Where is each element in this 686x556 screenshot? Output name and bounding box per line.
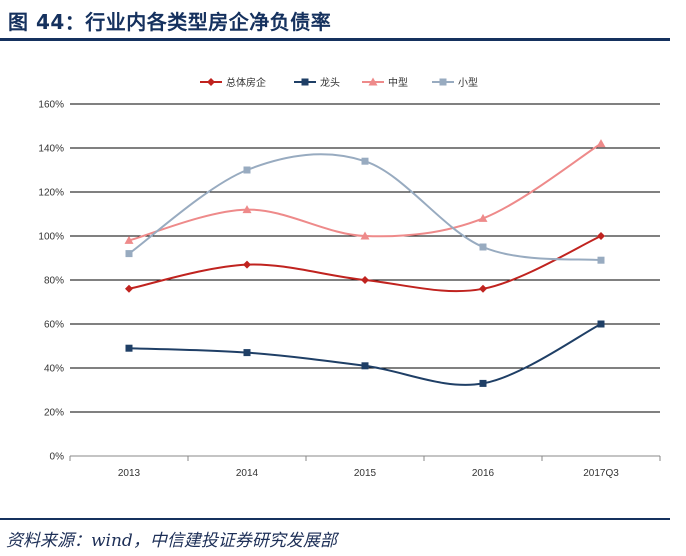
data-point xyxy=(125,344,133,352)
x-tick-label: 2014 xyxy=(236,468,259,479)
data-point xyxy=(360,231,370,240)
x-axis: 2013 2014 2015 2016 2017Q3 xyxy=(69,456,661,479)
data-point xyxy=(597,232,605,240)
title-rule xyxy=(0,38,670,41)
legend-label: 中型 xyxy=(388,76,408,89)
y-tick-label: 100% xyxy=(38,232,64,243)
data-point xyxy=(243,166,251,174)
data-point xyxy=(479,379,487,387)
legend: 总体房企 龙头 中型 小型 xyxy=(200,76,478,89)
data-point xyxy=(243,349,251,357)
y-tick-label: 20% xyxy=(44,408,64,419)
data-point xyxy=(596,139,606,148)
x-tick-label: 2017Q3 xyxy=(583,468,619,479)
data-point xyxy=(125,250,133,258)
data-point xyxy=(124,235,134,244)
y-tick-label: 160% xyxy=(38,100,64,111)
data-point xyxy=(361,362,369,370)
series-lines xyxy=(124,139,606,387)
source-rule xyxy=(0,518,670,520)
y-tick-label: 120% xyxy=(38,188,64,199)
legend-marker xyxy=(439,78,447,86)
data-point xyxy=(479,243,487,251)
data-point xyxy=(479,284,487,293)
y-tick-label: 60% xyxy=(44,320,64,331)
data-point xyxy=(361,157,369,165)
legend-marker xyxy=(368,77,378,86)
x-tick-label: 2013 xyxy=(118,468,141,479)
x-tick-label: 2016 xyxy=(472,468,495,479)
source-note: 资料来源：wind，中信建投证券研究发展部 xyxy=(6,531,337,551)
series-line xyxy=(128,323,602,386)
legend-label: 小型 xyxy=(458,76,478,89)
legend-marker xyxy=(207,78,215,86)
y-tick-label: 80% xyxy=(44,276,64,287)
data-point xyxy=(243,260,251,269)
legend-marker xyxy=(301,78,309,86)
data-point xyxy=(597,256,605,264)
line-chart: 0%20%40%60%80%100%120%140%160% 2013 2014 2… xyxy=(38,76,661,479)
legend-label: 总体房企 xyxy=(226,76,266,89)
data-point xyxy=(125,284,133,293)
data-point xyxy=(478,213,488,222)
series-line xyxy=(128,153,602,262)
y-tick-label: 140% xyxy=(38,144,64,155)
chart-title: 图 44：行业内各类型房企净负债率 xyxy=(8,10,332,34)
y-tick-label: 40% xyxy=(44,364,64,375)
data-point xyxy=(597,320,605,328)
y-tick-label: 0% xyxy=(50,452,65,463)
y-axis-ticks: 0% 20% 40% 60% 80% 100% 120% 140% 160% xyxy=(38,100,64,463)
legend-label: 龙头 xyxy=(320,76,340,89)
x-tick-label: 2015 xyxy=(354,468,377,479)
data-point xyxy=(361,276,369,284)
data-point xyxy=(242,205,252,214)
